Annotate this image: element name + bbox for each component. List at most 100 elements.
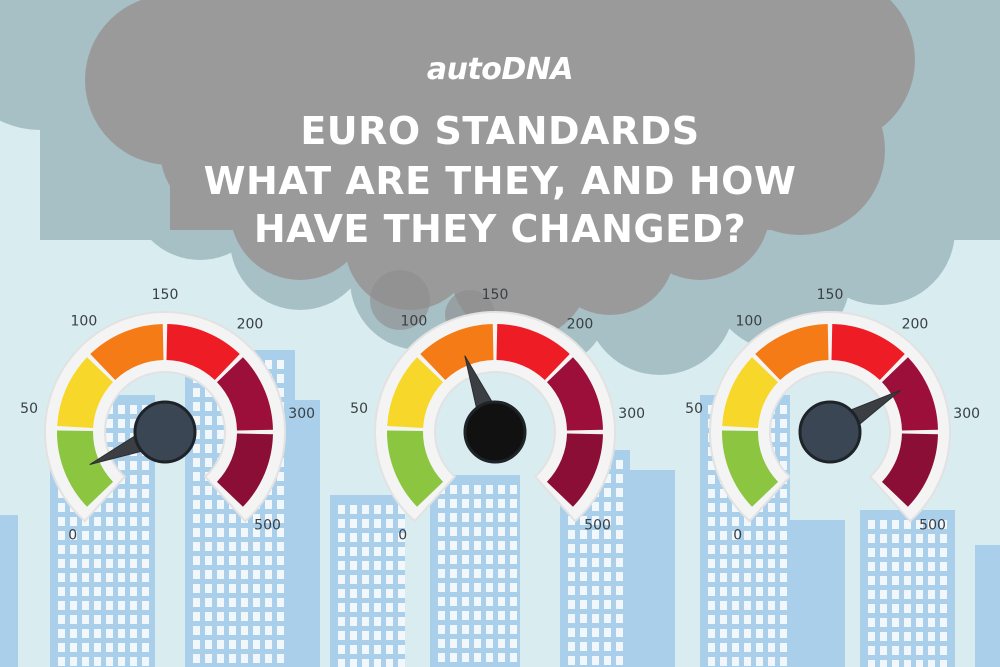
building-window (462, 513, 469, 522)
building-window (880, 562, 887, 571)
building-window (229, 654, 236, 663)
building-window (916, 646, 923, 655)
building-window (277, 472, 284, 481)
building-window (70, 531, 77, 540)
building-window (253, 528, 260, 537)
building-window (193, 416, 200, 425)
building-window (450, 653, 457, 662)
building-window (450, 555, 457, 564)
building-window (892, 548, 899, 557)
building-window (904, 520, 911, 529)
building-window (580, 614, 587, 623)
building-window (486, 499, 493, 508)
building-window (398, 603, 405, 612)
building-window (474, 597, 481, 606)
building-window (253, 640, 260, 649)
building-window (205, 430, 212, 439)
building-window (70, 615, 77, 624)
building-window (880, 534, 887, 543)
building-window (498, 527, 505, 536)
gauge-tick-label: 0 (733, 528, 742, 544)
building-window (498, 583, 505, 592)
brand-logo: autoDNA (426, 52, 574, 87)
building-window (592, 544, 599, 553)
building-window (253, 514, 260, 523)
building-window (70, 517, 77, 526)
building-window (604, 572, 611, 581)
gauge-tick-label: 300 (288, 406, 315, 422)
building-window (130, 629, 137, 638)
building-window (462, 597, 469, 606)
building-window (106, 573, 113, 582)
building-window (94, 615, 101, 624)
building-window (916, 590, 923, 599)
building-window (82, 587, 89, 596)
building-window (438, 541, 445, 550)
building-window (928, 632, 935, 641)
building-window (450, 611, 457, 620)
smog-front-cloud (85, 0, 915, 340)
building-window (193, 598, 200, 607)
building-window (568, 516, 575, 525)
building-window (58, 657, 65, 666)
building-window (118, 503, 125, 512)
building-window (568, 572, 575, 581)
building-window (768, 629, 775, 638)
building-window (374, 659, 381, 667)
building-window (193, 556, 200, 565)
building-window (462, 583, 469, 592)
building-window (106, 629, 113, 638)
gauge-knob (798, 400, 862, 464)
building-window (580, 642, 587, 651)
building-window (118, 517, 125, 526)
building-window (940, 520, 947, 529)
building-window (398, 575, 405, 584)
building-window (106, 419, 113, 428)
building-window (744, 629, 751, 638)
building-window (708, 489, 715, 498)
building-window (438, 639, 445, 648)
building-window (732, 643, 739, 652)
building-window (265, 528, 272, 537)
gauge-tick-label: 100 (736, 313, 763, 329)
building-window (732, 601, 739, 610)
building-window (580, 586, 587, 595)
building-window (193, 458, 200, 467)
building-window (193, 444, 200, 453)
building-window (362, 603, 369, 612)
building-window (486, 513, 493, 522)
building-window (277, 528, 284, 537)
building-window (580, 530, 587, 539)
building-window (106, 503, 113, 512)
building-window (720, 531, 727, 540)
building-window (205, 542, 212, 551)
building-window (94, 545, 101, 554)
building-window (106, 559, 113, 568)
building-window (398, 659, 405, 667)
building-window (486, 527, 493, 536)
building-window (217, 584, 224, 593)
building-window (82, 573, 89, 582)
building-window (217, 500, 224, 509)
building-window (568, 558, 575, 567)
building-window (928, 562, 935, 571)
building-window (568, 586, 575, 595)
building-window (241, 612, 248, 621)
building-window (916, 562, 923, 571)
building-window (70, 601, 77, 610)
building-window (265, 640, 272, 649)
building-window (338, 575, 345, 584)
building-window (265, 542, 272, 551)
building-window (438, 555, 445, 564)
building-window (486, 639, 493, 648)
building-window (118, 615, 125, 624)
building-window (106, 587, 113, 596)
building-window (768, 657, 775, 666)
building-window (241, 654, 248, 663)
building-window (708, 601, 715, 610)
building-window (338, 659, 345, 667)
building-window (780, 405, 787, 414)
building-window (940, 604, 947, 613)
building-window (386, 589, 393, 598)
building-window (498, 513, 505, 522)
